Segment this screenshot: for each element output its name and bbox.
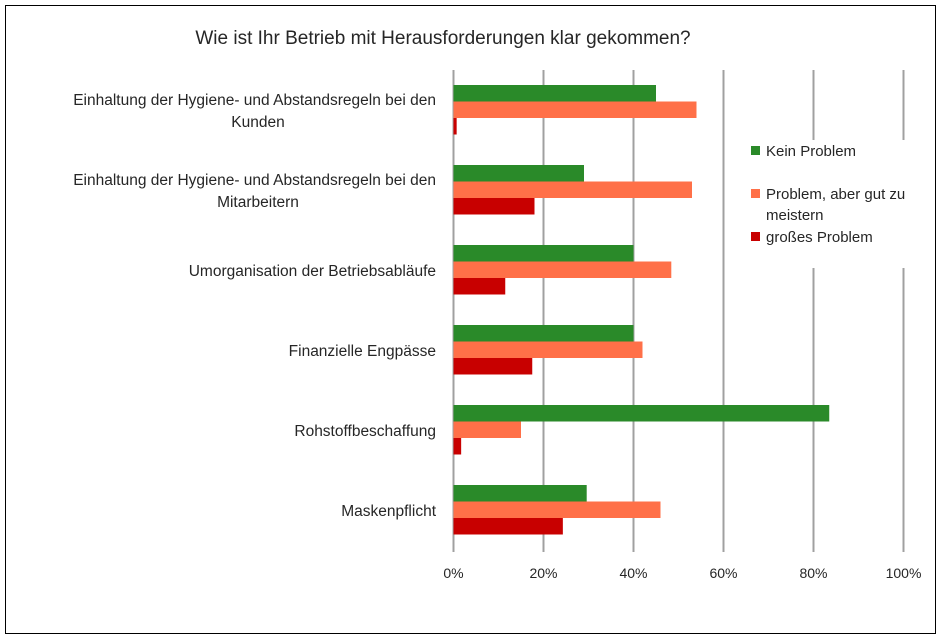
bar-problem-aber-gut-zu-meistern <box>453 421 521 438</box>
x-tick-label: 60% <box>709 565 737 581</box>
bar-kein-problem <box>453 165 584 182</box>
bar-problem-aber-gut-zu-meistern <box>453 501 661 518</box>
bar-gro-es-problem <box>453 118 457 135</box>
bar-gro-es-problem <box>453 358 533 375</box>
legend-label: Problem, aber gut zu <box>766 186 905 203</box>
bar-kein-problem <box>453 245 634 262</box>
category-label: Kunden <box>231 114 284 131</box>
bar-kein-problem <box>453 85 656 102</box>
bar-problem-aber-gut-zu-meistern <box>453 261 672 278</box>
bar-kein-problem <box>453 325 634 342</box>
bar-gro-es-problem <box>453 438 462 455</box>
category-label: Maskenpflicht <box>341 503 436 520</box>
legend-label: Kein Problem <box>766 143 856 160</box>
category-label: Einhaltung der Hygiene- und Abstandsrege… <box>73 172 436 189</box>
x-tick-label: 20% <box>529 565 557 581</box>
bar-gro-es-problem <box>453 518 563 535</box>
bar-problem-aber-gut-zu-meistern <box>453 341 643 358</box>
x-tick-label: 80% <box>799 565 827 581</box>
legend-swatch <box>751 189 760 198</box>
category-label: Einhaltung der Hygiene- und Abstandsrege… <box>73 92 436 109</box>
category-label: Finanzielle Engpässe <box>289 343 436 360</box>
bar-kein-problem <box>453 485 587 502</box>
bar-kein-problem <box>453 405 830 422</box>
bar-gro-es-problem <box>453 278 506 295</box>
legend-swatch <box>751 232 760 241</box>
category-label: Umorganisation der Betriebsabläufe <box>189 263 436 280</box>
bar-problem-aber-gut-zu-meistern <box>453 181 692 198</box>
x-tick-label: 0% <box>443 565 463 581</box>
legend-swatch <box>751 146 760 155</box>
x-tick-label: 40% <box>619 565 647 581</box>
chart-title: Wie ist Ihr Betrieb mit Herausforderunge… <box>195 28 690 49</box>
x-tick-label: 100% <box>886 565 922 581</box>
category-label: Rohstoffbeschaffung <box>294 423 436 440</box>
legend-background <box>742 140 934 268</box>
category-label: Mitarbeitern <box>217 194 299 211</box>
legend-label: meistern <box>766 207 824 224</box>
legend-label: großes Problem <box>766 229 873 246</box>
bar-gro-es-problem <box>453 198 535 215</box>
bar-problem-aber-gut-zu-meistern <box>453 101 697 118</box>
